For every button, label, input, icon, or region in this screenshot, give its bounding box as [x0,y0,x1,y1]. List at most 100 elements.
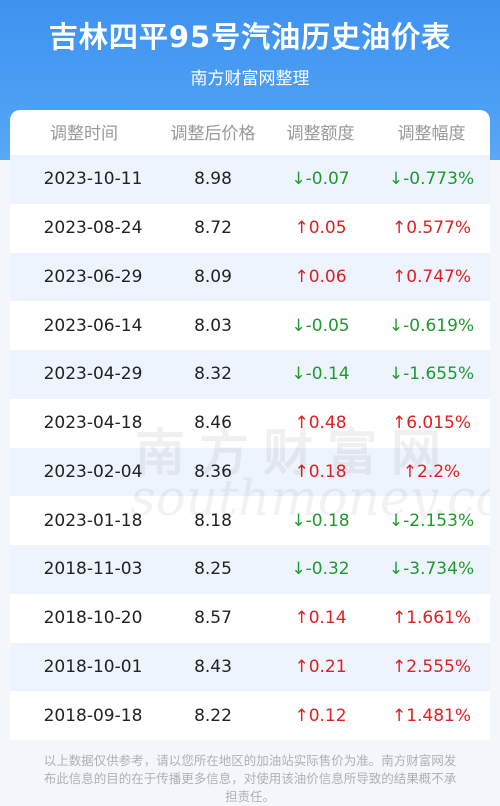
cell-change-value: 0.14 [308,608,347,629]
cell-date: 2023-04-29 [43,364,143,385]
arrow-up-icon: ↑ [294,266,309,287]
cell-price: 8.72 [194,218,232,239]
cell-percent: ↑0.747% [373,267,490,287]
cell-change: ↓-0.18 [268,511,373,531]
cell-change: ↑0.06 [268,267,373,287]
cell-date: 2023-06-14 [43,315,143,336]
cell-change: ↑0.21 [268,657,373,677]
cell-change-value: 0.05 [308,218,347,239]
cell-price: 8.09 [194,266,232,287]
cell-change-value: 0.18 [308,461,347,482]
arrow-down-icon: ↓ [291,364,306,385]
arrow-up-icon: ↑ [294,705,309,726]
table-row: 2018-10-20 8.57 ↑0.14 ↑1.661% [10,594,490,643]
table-body: 2023-10-11 8.98 ↓-0.07 ↓-0.773% 2023-08-24 8.… [10,155,490,740]
table-row: 2023-06-14 8.03 ↓-0.05 ↓-0.619% [10,301,490,350]
cell-change-value: 0.21 [308,656,347,677]
table-header: 调整时间 调整后价格 调整额度 调整幅度 [10,110,490,153]
cell-percent-value: -1.655% [403,364,475,385]
cell-date: 2018-10-20 [43,608,143,629]
page-title: 吉林四平95号汽油历史油价表 [48,20,452,54]
cell-percent: ↑1.661% [373,608,490,628]
cell-percent-value: 6.015% [406,413,472,434]
cell-change-value: 0.12 [308,705,347,726]
arrow-down-icon: ↓ [291,510,306,531]
cell-price: 8.98 [194,169,232,190]
arrow-down-icon: ↓ [388,364,404,385]
table-row: 2023-06-29 8.09 ↑0.06 ↑0.747% [10,252,490,302]
cell-change-value: -0.07 [305,169,350,190]
cell-percent: ↑6.015% [373,413,490,433]
cell-change-value: 0.06 [308,266,347,287]
column-header-date: 调整时间 [50,124,118,144]
cell-price: 8.32 [194,364,232,385]
cell-change: ↓-0.07 [268,169,373,189]
cell-percent: ↓-1.655% [373,364,490,384]
cell-percent: ↓-3.734% [373,559,490,579]
table-row: 2023-04-29 8.32 ↓-0.14 ↓-1.655% [10,350,490,399]
arrow-up-icon: ↑ [294,608,309,629]
table-row: 2023-10-11 8.98 ↓-0.07 ↓-0.773% [10,155,490,204]
cell-percent: ↓-2.153% [373,511,490,531]
cell-change: ↑0.12 [268,706,373,726]
cell-change-value: -0.18 [305,510,350,531]
cell-percent-value: 1.481% [406,705,472,726]
cell-date: 2023-08-24 [43,218,143,239]
cell-percent: ↑2.555% [373,657,490,677]
cell-change: ↓-0.14 [268,364,373,384]
table-row: 2018-10-01 8.43 ↑0.21 ↑2.555% [10,642,490,692]
cell-percent: ↑2.2% [373,462,490,482]
cell-date: 2023-04-18 [43,413,143,434]
cell-percent-value: -0.773% [403,169,475,190]
arrow-down-icon: ↓ [388,510,404,531]
cell-date: 2023-10-11 [43,169,143,190]
arrow-up-icon: ↑ [294,656,309,677]
cell-percent: ↓-0.773% [373,169,490,189]
arrow-down-icon: ↓ [291,315,306,336]
cell-price: 8.36 [194,461,232,482]
cell-change: ↑0.14 [268,608,373,628]
arrow-up-icon: ↑ [391,656,407,677]
cell-percent-value: -3.734% [403,559,475,580]
arrow-down-icon: ↓ [291,169,306,190]
price-table-card: 调整时间 调整后价格 调整额度 调整幅度 2023-10-11 8.98 ↓-0.0… [10,110,490,740]
arrow-down-icon: ↓ [388,169,404,190]
arrow-up-icon: ↑ [391,705,407,726]
cell-percent: ↓-0.619% [373,316,490,336]
cell-change: ↑0.48 [268,413,373,433]
arrow-up-icon: ↑ [294,218,309,239]
cell-percent-value: 0.747% [406,266,472,287]
cell-price: 8.18 [194,510,232,531]
cell-percent: ↑1.481% [373,706,490,726]
cell-change-value: 0.48 [308,413,347,434]
cell-change-value: -0.32 [305,559,350,580]
cell-price: 8.22 [194,705,232,726]
cell-change-value: -0.14 [305,364,350,385]
cell-change: ↓-0.32 [268,559,373,579]
table-row: 2023-08-24 8.72 ↑0.05 ↑0.577% [10,204,490,253]
cell-change-value: -0.05 [305,315,350,336]
cell-change: ↑0.05 [268,218,373,238]
cell-change: ↓-0.05 [268,316,373,336]
cell-percent: ↑0.577% [373,218,490,238]
column-header-percent: 调整幅度 [397,124,466,144]
cell-percent-value: 1.661% [406,608,472,629]
arrow-up-icon: ↑ [391,266,407,287]
arrow-down-icon: ↓ [291,559,306,580]
arrow-up-icon: ↑ [402,461,418,482]
arrow-up-icon: ↑ [294,413,309,434]
table-row: 2023-04-18 8.46 ↑0.48 ↑6.015% [10,399,490,448]
cell-date: 2023-01-18 [43,510,143,531]
cell-percent-value: -0.619% [403,315,475,336]
arrow-up-icon: ↑ [391,218,407,239]
disclaimer-text: 以上数据仅供参考，请以您所在地区的加油站实际售价为准。南方财富网发布此信息的目的… [43,753,457,804]
cell-price: 8.43 [194,656,232,677]
cell-date: 2023-06-29 [43,266,143,287]
cell-percent-value: 2.2% [417,461,461,482]
column-header-price: 调整后价格 [170,124,256,144]
arrow-down-icon: ↓ [388,315,404,336]
cell-date: 2018-11-03 [43,559,143,580]
cell-price: 8.57 [194,608,232,629]
cell-price: 8.46 [194,413,232,434]
column-header-change: 调整额度 [286,124,355,144]
